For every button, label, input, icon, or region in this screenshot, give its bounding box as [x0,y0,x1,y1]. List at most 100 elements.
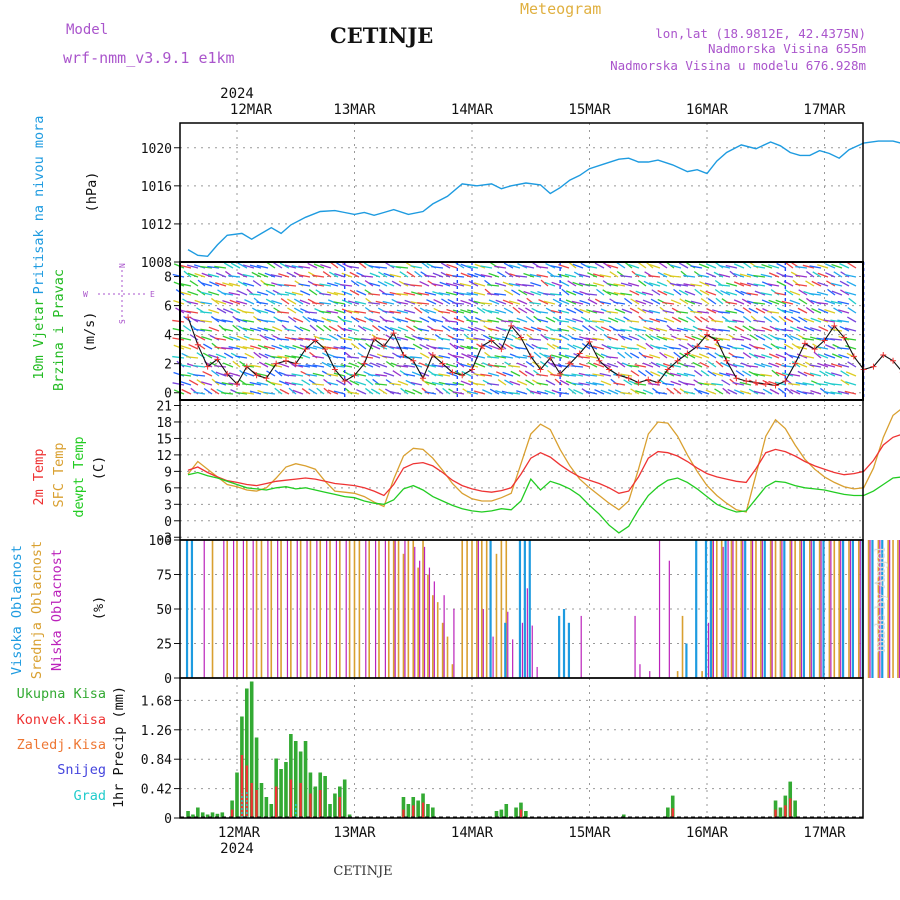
top-date-tick-5: 17MAR [803,102,846,118]
wind-speed-point [547,354,554,361]
wind-arrow [312,345,325,350]
wind-arrow [348,362,360,368]
wind-arrow [242,391,255,395]
wind-arrow [186,310,199,314]
cloud-ylabel-high: Visoka Oblacnost [9,545,25,675]
wind-arrow [691,335,703,341]
wind-arrow [179,336,192,341]
panel-frame-4 [179,677,864,819]
wind-arrow [705,290,717,296]
wind-arrow [784,261,794,269]
wind-arrow [718,337,731,341]
wind-arrow [358,261,367,269]
wind-arrow [725,310,738,314]
wind-arrow [620,292,633,296]
wind-arrow [298,265,311,269]
wind-arrow [571,365,584,368]
wind-arrow [536,274,549,278]
conv-precip-bar [774,809,777,818]
wind-arrow [627,282,640,287]
wind-speed-point [890,357,897,364]
wind-arrow [270,355,283,359]
wind-arrow [494,355,507,359]
wind-arrow [571,373,584,377]
wind-arrow [251,271,262,278]
wind-arrow [637,307,647,314]
conv-precip-bar [519,809,523,818]
wind-arrow [368,293,381,296]
wind-arrow [447,325,458,332]
wind-arrow [641,354,654,359]
wind-arrow [264,362,276,368]
wind-arrow [733,281,745,287]
wind-speed-point [566,360,573,367]
wind-arrow [326,310,339,314]
wind-arrow [579,336,591,341]
wind-arrow [713,271,724,278]
wind-arrow [824,371,836,377]
station-title: CETINJE [330,23,433,48]
wind-arrow [760,273,773,278]
wind-arrow [326,346,339,350]
wind-arrow [809,372,822,377]
wind-arrow [607,291,619,296]
wind-arrow [565,290,577,296]
wind-arrow [778,315,787,323]
wind-arrow [482,334,493,341]
wind-arrow [431,381,444,386]
total-precip-bar [235,772,239,818]
wind-arrow [742,352,752,359]
wind-arrow [466,319,479,323]
wind-arrow [396,301,409,305]
wind-arrow [753,328,766,332]
wind-arrow [382,355,395,359]
wind-arrow [690,283,703,287]
wind-arrow [232,324,241,332]
wind-speed-point [674,357,681,364]
wind-arrow [195,334,206,341]
wind-arrow [839,263,850,269]
total-precip-bar [773,800,778,818]
wind-arrow [628,335,640,341]
wind-arrow [396,355,409,359]
wind-speed-point [635,379,642,386]
wind-arrow [683,372,696,377]
wind-arrow [536,390,549,395]
wind-arrow [714,388,724,395]
wind-arrow [377,280,388,287]
total-precip-bar [215,813,220,818]
wind-arrow [385,360,395,368]
wind-speed-point [645,376,652,383]
wind-arrow [550,265,563,269]
wind-arrow [635,390,647,395]
total-precip-bar [196,807,200,818]
wind-arrow [214,365,227,368]
total-precip-bar [200,812,205,818]
wind-arrow [494,292,507,296]
wind-speed-point [322,346,329,353]
wind-arrow [823,390,836,395]
wind-arrow [244,299,255,305]
wind-arrow [319,292,332,296]
wind-speed-point [469,366,475,373]
wind-speed-point [282,357,289,364]
wind-arrow [488,272,500,278]
wind-arrow [356,281,367,287]
wind-arrow [501,320,514,323]
wind-arrow [284,284,297,287]
wind-arrow [487,363,500,368]
wind-arrow [613,283,626,287]
total-precip-bar [323,776,327,818]
wind-arrow [784,289,794,296]
wind-arrow [292,389,304,395]
wind-arrow [265,289,276,296]
wind-arrow [733,263,745,269]
wind-arrow [512,306,521,314]
total-precip-bar [514,807,518,818]
wind-arrow [487,319,500,323]
temp2m-line [187,434,900,497]
wind-arrow [572,318,584,323]
total-precip-bar [284,762,288,818]
wind-speed-point [713,337,720,344]
wind-arrow [222,308,234,314]
